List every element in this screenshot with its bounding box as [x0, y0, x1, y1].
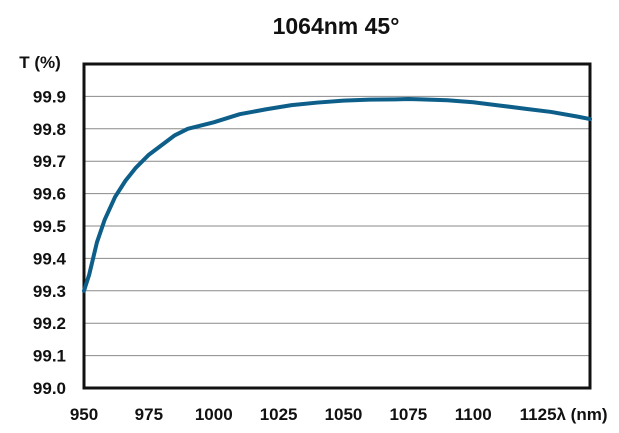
x-tick-label: 950: [70, 405, 98, 424]
y-tick-label: 99.0: [33, 379, 66, 398]
y-tick-label: 99.8: [33, 120, 66, 139]
y-tick-label: 99.2: [33, 314, 66, 333]
y-tick-label: 99.1: [33, 347, 66, 366]
grid-lines: [84, 95, 590, 357]
x-tick-label: 1050: [325, 405, 363, 424]
x-tick-label: 1075: [389, 405, 427, 424]
y-tick-label: 99.9: [33, 87, 66, 106]
x-axis-label: λ (nm): [557, 405, 608, 424]
x-tick-labels: 950 975 1000 1025 1050 1075 1100 1125: [70, 405, 557, 424]
x-tick-label: 1125: [520, 405, 557, 424]
plot-area: [82, 62, 592, 390]
x-tick-label: 1000: [195, 405, 233, 424]
y-axis-label: T (%): [19, 53, 61, 72]
y-tick-label: 99.5: [33, 217, 66, 236]
x-tick-label: 1100: [455, 405, 492, 424]
x-tick-label: 1025: [260, 405, 298, 424]
y-tick-label: 99.4: [33, 249, 67, 268]
y-tick-labels: 99.0 99.1 99.2 99.3 99.4 99.5 99.6 99.7 99.8 99.9: [33, 87, 67, 398]
chart-title: 1064nm 45°: [273, 13, 400, 39]
transmission-curve: [82, 96, 592, 293]
y-tick-label: 99.3: [33, 282, 66, 301]
y-tick-label: 99.6: [33, 185, 66, 204]
x-tick-label: 975: [135, 405, 163, 424]
y-tick-label: 99.7: [33, 152, 66, 171]
